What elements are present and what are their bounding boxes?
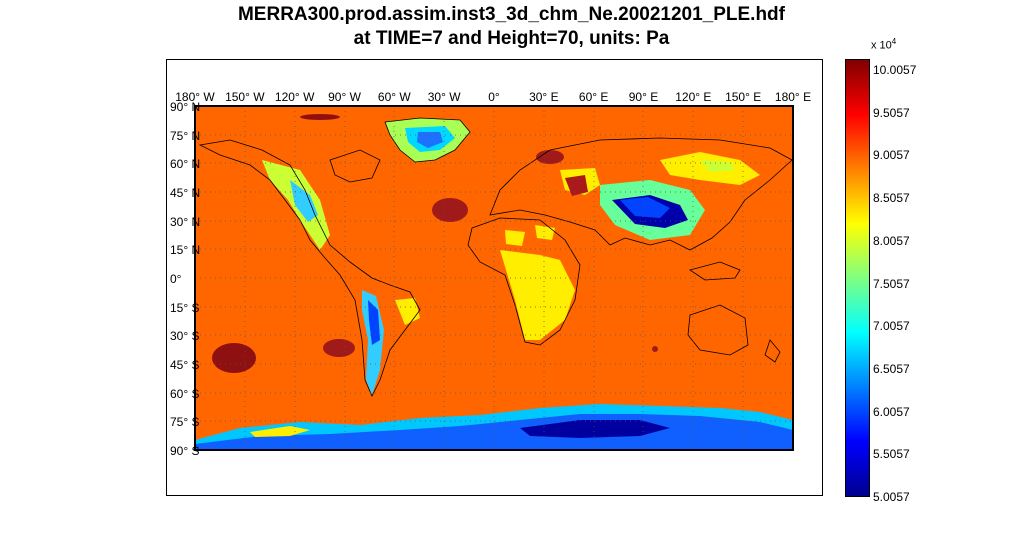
anomaly-regions xyxy=(195,114,793,450)
antarctica-core xyxy=(520,420,670,438)
colorbar-tick-label: 10.0057 xyxy=(873,63,917,77)
longitude-label: 180° W xyxy=(175,90,215,104)
africa-highlands xyxy=(500,250,575,340)
longitude-label: 30° E xyxy=(529,90,559,104)
colorbar-tick-label: 5.0057 xyxy=(873,490,910,504)
plot-title-line2: at TIME=7 and Height=70, units: Pa xyxy=(353,28,670,49)
latitude-label: 60° N xyxy=(170,157,201,172)
colorbar-tick-label: 6.0057 xyxy=(873,404,910,419)
latitude-label: 60° S xyxy=(170,386,200,401)
longitude-label: 60° W xyxy=(377,90,411,104)
high-south-atlantic xyxy=(323,339,355,357)
longitude-label: 90° E xyxy=(628,90,659,104)
latitude-label: 45° N xyxy=(170,186,201,200)
latitude-label: 30° N xyxy=(170,214,201,229)
colorbar-tick-label: 6.5057 xyxy=(873,361,910,376)
high-north-atlantic xyxy=(432,198,468,222)
longitude-label: 150° E xyxy=(725,90,762,104)
longitude-label: 120° W xyxy=(274,90,315,104)
latitude-label: 90° N xyxy=(170,100,201,114)
colorbar-tick-label: 8.5057 xyxy=(873,191,910,206)
colorbar-tick-label: 5.5057 xyxy=(873,447,910,462)
latitude-label: 15° S xyxy=(170,300,200,315)
latitude-label: 75° N xyxy=(170,128,201,143)
longitude-label: 120° E xyxy=(675,90,712,104)
longitude-label: 180° E xyxy=(774,90,812,104)
latitude-label: 75° S xyxy=(170,415,200,430)
plot-title-line1: MERRA300.prod.assim.inst3_3d_chm_Ne.2002… xyxy=(237,4,785,25)
longitude-label: 90° W xyxy=(328,90,361,104)
longitude-label: 0° xyxy=(488,90,500,104)
map-frame xyxy=(194,105,794,451)
colorbar-tick-label: 9.5057 xyxy=(873,105,910,120)
colorbar-exponent: x 104 xyxy=(871,37,897,52)
colorbar-tick-label: 7.5057 xyxy=(873,276,910,291)
high-south-pacific xyxy=(212,343,256,373)
coastlines xyxy=(198,117,793,397)
latitude-label: 90° S xyxy=(170,444,200,458)
latitude-label: 30° S xyxy=(170,329,200,344)
latitude-label: 0° xyxy=(170,272,182,286)
colorbar xyxy=(845,59,870,497)
high-russia xyxy=(536,150,564,164)
longitude-label: 150° W xyxy=(225,90,265,104)
longitude-label: 30° W xyxy=(427,90,461,104)
colorbar-tick-label: 7.0057 xyxy=(873,319,910,334)
colorbar-tick-label: 8.0057 xyxy=(873,233,910,248)
longitude-label: 60° E xyxy=(578,90,609,104)
high-arctic xyxy=(300,114,340,120)
latitude-label: 45° S xyxy=(170,358,200,372)
latitude-label: 15° N xyxy=(170,243,201,258)
high-siberia xyxy=(565,175,588,196)
colorbar-tick-label: 9.0057 xyxy=(873,148,910,163)
